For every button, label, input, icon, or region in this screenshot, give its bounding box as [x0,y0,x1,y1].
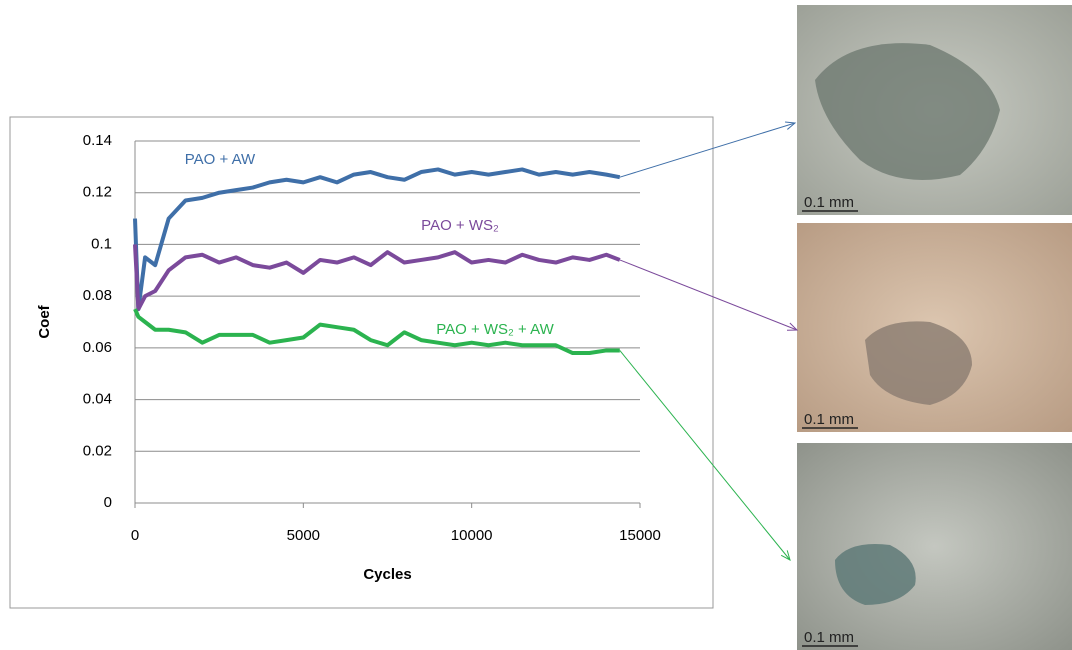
y-axis-title: Coef [36,304,53,338]
y-tick-label: 0.02 [83,442,112,459]
y-tick-label: 0 [104,494,112,511]
series-label: PAO + WS₂ [421,217,499,234]
arrow-head [786,322,799,331]
callout-arrow [619,122,796,178]
micrographs [797,5,1072,650]
wear-scar [835,544,916,605]
series-line [133,167,621,312]
y-tick-label: 0.1 [91,235,112,252]
scale-label: 0.1 mm [804,411,854,428]
y-tick-label: 0.04 [83,391,112,408]
y-tick-label: 0.06 [83,339,112,356]
arrow-head [785,121,797,130]
x-tick-label: 0 [131,527,139,544]
micrograph [797,443,1072,650]
wear-scar [865,321,972,405]
chart-frame [9,116,714,609]
wear-scar [815,43,1000,180]
y-tick-label: 0.14 [83,132,112,149]
series-label: PAO + WS₂ + AW [436,321,554,338]
scale-label: 0.1 mm [804,194,854,211]
x-tick-label: 15000 [619,527,661,544]
series-label: PAO + AW [185,151,256,168]
callout-arrow [619,259,798,331]
scale-label: 0.1 mm [804,629,854,646]
x-axis-title: Cycles [363,566,411,583]
x-tick-label: 10000 [451,527,493,544]
y-tick-label: 0.12 [83,184,112,201]
series-line [133,244,621,312]
arrow-head [780,550,791,561]
callout-arrow [619,350,791,561]
y-tick-label: 0.08 [83,287,112,304]
series-line [133,308,620,356]
x-tick-label: 5000 [287,527,320,544]
